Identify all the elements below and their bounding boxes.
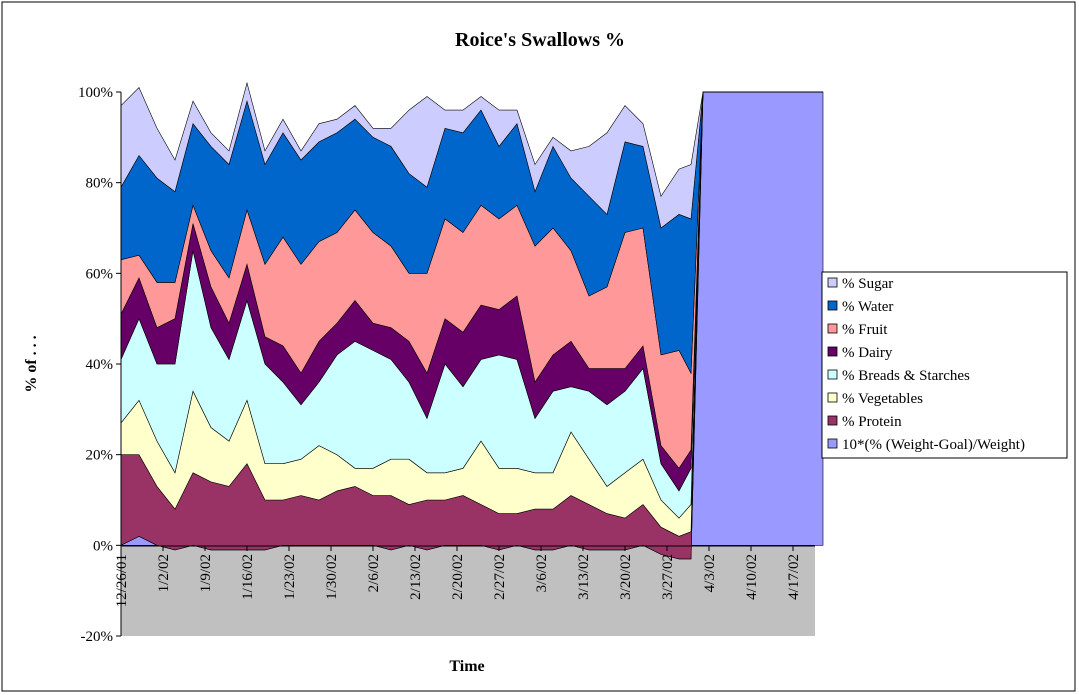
area-sugar — [120, 81, 823, 229]
y-tick-label: 20% — [86, 448, 114, 464]
x-tick-label: 4/17/02 — [786, 554, 802, 600]
legend-label: % Fruit — [842, 322, 888, 338]
x-axis-title: Time — [449, 658, 484, 675]
legend-label: % Protein — [842, 414, 902, 430]
x-tick-label: 2/20/02 — [450, 554, 466, 600]
x-tick-label: 2/13/02 — [408, 554, 424, 600]
y-tick-label: -20% — [81, 629, 114, 645]
x-tick-label: 12/26/01 — [114, 554, 130, 607]
legend-swatch — [827, 415, 838, 426]
x-tick-label: 3/6/02 — [534, 554, 550, 592]
x-axis-ticks: 12/26/01 1/2/02 1/9/02 1/16/02 1/23/02 1/30/0… — [114, 546, 802, 607]
legend-swatch — [827, 392, 838, 403]
x-tick-label: 3/13/02 — [576, 554, 592, 600]
x-tick-label: 1/9/02 — [198, 554, 214, 592]
legend-label: % Sugar — [842, 276, 893, 292]
legend-box — [821, 271, 1068, 459]
chart-title: Roice's Swallows % — [455, 29, 625, 51]
x-tick-label: 3/20/02 — [618, 554, 634, 600]
y-axis-title: % of . . . — [23, 335, 40, 392]
y-tick-label: 100% — [78, 85, 113, 101]
legend-swatch — [827, 369, 838, 380]
legend-swatch — [827, 277, 838, 288]
legend-label: % Vegetables — [842, 391, 923, 407]
y-tick-label: 60% — [86, 266, 114, 282]
x-tick-label: 1/23/02 — [282, 554, 298, 600]
x-tick-label: 4/10/02 — [744, 554, 760, 600]
y-tick-label: 80% — [86, 176, 114, 192]
x-tick-label: 2/27/02 — [492, 554, 508, 600]
x-tick-label: 4/3/02 — [702, 554, 718, 592]
x-tick-label: 1/30/02 — [324, 554, 340, 600]
legend-label: % Breads & Starches — [842, 368, 970, 384]
legend-label: % Dairy — [842, 345, 893, 361]
x-tick-label: 1/16/02 — [240, 554, 256, 600]
legend-label: % Water — [842, 299, 893, 315]
y-tick-label: 40% — [86, 357, 114, 373]
y-axis-ticks: 100% 80% 60% 40% 20% 0% -20% — [78, 85, 121, 645]
y-tick-label: 0% — [93, 538, 113, 554]
x-tick-label: 3/27/02 — [660, 554, 676, 600]
x-tick-label: 2/6/02 — [366, 554, 382, 592]
stacked-areas — [120, 81, 824, 560]
legend-label: 10*(% (Weight-Goal)/Weight) — [842, 437, 1025, 453]
legend-swatch — [827, 300, 838, 311]
legend-swatch — [827, 323, 838, 334]
legend: % Sugar % Water % Fruit % Dairy % Breads & S… — [821, 271, 1068, 459]
legend-swatch — [827, 438, 838, 449]
legend-swatch — [827, 346, 838, 357]
x-tick-label: 1/2/02 — [156, 554, 172, 592]
